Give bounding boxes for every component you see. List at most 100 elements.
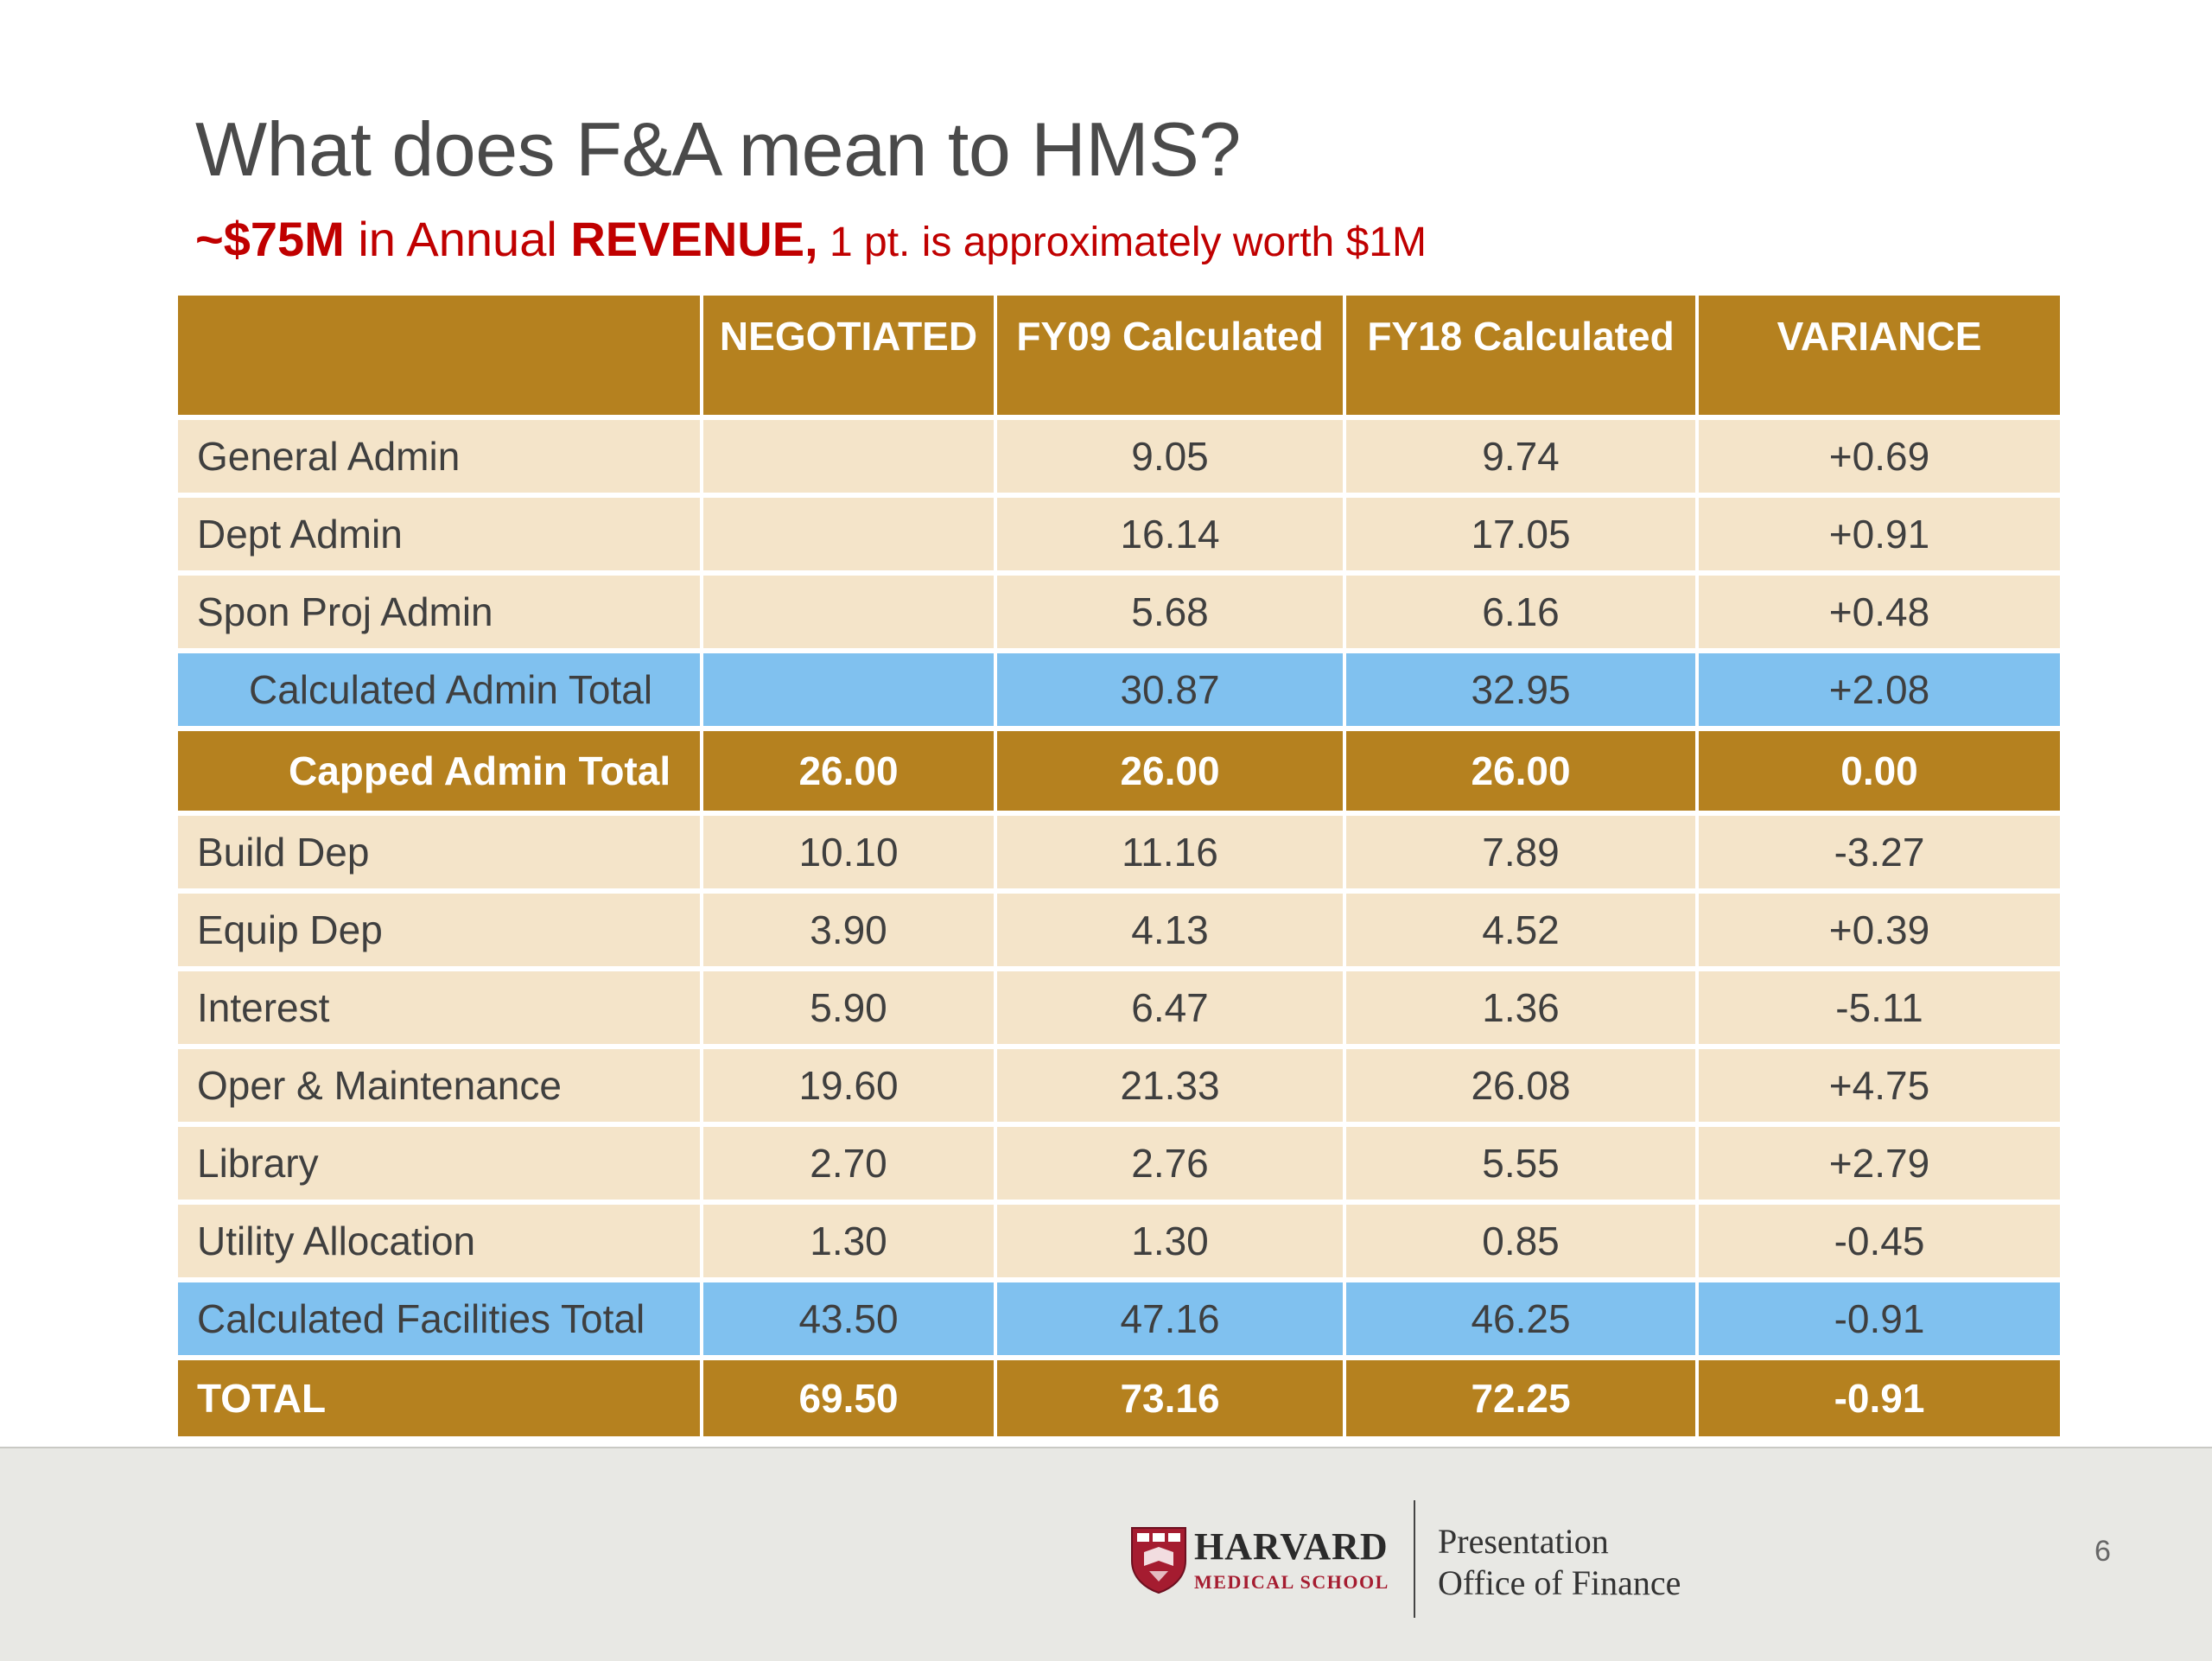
- footer: HARVARD MEDICAL SCHOOL Presentation Offi…: [0, 1447, 2212, 1661]
- table-cell: 2.70: [703, 1127, 994, 1200]
- column-header: NEGOTIATED: [703, 296, 994, 415]
- table-cell: 69.50: [703, 1360, 994, 1436]
- table-row: Equip Dep 3.90 4.13 4.52 +0.39: [178, 894, 2060, 966]
- table-cell: 19.60: [703, 1049, 994, 1122]
- table-cell: 1.36: [1346, 971, 1695, 1044]
- row-label: Dept Admin: [178, 498, 700, 570]
- row-label: Library: [178, 1127, 700, 1200]
- table-cell: -0.91: [1699, 1360, 2060, 1436]
- table-cell: 30.87: [997, 653, 1343, 726]
- table-cell: +2.79: [1699, 1127, 2060, 1200]
- table-cell: 10.10: [703, 816, 994, 888]
- table-cell: 16.14: [997, 498, 1343, 570]
- table-row: Library 2.70 2.76 5.55 +2.79: [178, 1127, 2060, 1200]
- table-cell: [703, 653, 994, 726]
- row-label: Equip Dep: [178, 894, 700, 966]
- table-cell: 6.47: [997, 971, 1343, 1044]
- table-row: Interest 5.90 6.47 1.36 -5.11: [178, 971, 2060, 1044]
- table-cell: -0.45: [1699, 1205, 2060, 1277]
- fa-rates-table: NEGOTIATED FY09 Calculated FY18 Calculat…: [175, 290, 2063, 1441]
- row-label: Interest: [178, 971, 700, 1044]
- subtitle-note: 1 pt. is approximately worth $1M: [817, 220, 1427, 265]
- table-cell: 0.00: [1699, 731, 2060, 811]
- table-cell: +0.69: [1699, 420, 2060, 493]
- table-cell: 47.16: [997, 1282, 1343, 1355]
- table-cell: 17.05: [1346, 498, 1695, 570]
- table-row: Capped Admin Total 26.00 26.00 26.00 0.00: [178, 731, 2060, 811]
- page-number: 6: [2094, 1535, 2111, 1568]
- table-row: Oper & Maintenance 19.60 21.33 26.08 +4.75: [178, 1049, 2060, 1122]
- table-cell: 1.30: [997, 1205, 1343, 1277]
- department-label: Presentation Office of Finance: [1438, 1521, 1681, 1604]
- table-row: Build Dep 10.10 11.16 7.89 -3.27: [178, 816, 2060, 888]
- subtitle-revenue: REVENUE,: [570, 212, 818, 266]
- table-cell: 7.89: [1346, 816, 1695, 888]
- table-cell: 11.16: [997, 816, 1343, 888]
- row-label: Oper & Maintenance: [178, 1049, 700, 1122]
- row-label: Capped Admin Total: [178, 731, 700, 811]
- table-row: Utility Allocation 1.30 1.30 0.85 -0.45: [178, 1205, 2060, 1277]
- row-label: TOTAL: [178, 1360, 700, 1436]
- column-header: [178, 296, 700, 415]
- table-row: Dept Admin 16.14 17.05 +0.91: [178, 498, 2060, 570]
- table-cell: -0.91: [1699, 1282, 2060, 1355]
- dept-line-2: Office of Finance: [1438, 1563, 1681, 1602]
- table-row: Calculated Admin Total 30.87 32.95 +2.08: [178, 653, 2060, 726]
- table-cell: 26.00: [1346, 731, 1695, 811]
- table-cell: 4.13: [997, 894, 1343, 966]
- table-cell: [703, 420, 994, 493]
- table-cell: +0.39: [1699, 894, 2060, 966]
- table-cell: +4.75: [1699, 1049, 2060, 1122]
- column-header: FY09 Calculated: [997, 296, 1343, 415]
- page-title: What does F&A mean to HMS?: [195, 106, 1241, 192]
- table-cell: 3.90: [703, 894, 994, 966]
- row-label: Calculated Facilities Total: [178, 1282, 700, 1355]
- footer-divider: [1414, 1500, 1415, 1618]
- logo-text: HARVARD MEDICAL SCHOOL: [1194, 1528, 1389, 1594]
- logo-harvard: HARVARD: [1194, 1525, 1389, 1568]
- table-row: Spon Proj Admin 5.68 6.16 +0.48: [178, 576, 2060, 648]
- subtitle: ~$75M in Annual REVENUE, 1 pt. is approx…: [195, 211, 1427, 267]
- table-cell: 9.05: [997, 420, 1343, 493]
- table-header-row: NEGOTIATED FY09 Calculated FY18 Calculat…: [178, 296, 2060, 415]
- table-cell: 5.90: [703, 971, 994, 1044]
- table-cell: 9.74: [1346, 420, 1695, 493]
- row-label: Build Dep: [178, 816, 700, 888]
- table-row: Calculated Facilities Total 43.50 47.16 46.…: [178, 1282, 2060, 1355]
- table-row: TOTAL 69.50 73.16 72.25 -0.91: [178, 1360, 2060, 1436]
- table-cell: +2.08: [1699, 653, 2060, 726]
- column-header: VARIANCE: [1699, 296, 2060, 415]
- table-cell: -3.27: [1699, 816, 2060, 888]
- table-cell: 46.25: [1346, 1282, 1695, 1355]
- table-cell: 6.16: [1346, 576, 1695, 648]
- table-cell: -5.11: [1699, 971, 2060, 1044]
- table-body: General Admin 9.05 9.74 +0.69 Dept Admin 16.1…: [178, 420, 2060, 1436]
- logo-medical-school: MEDICAL SCHOOL: [1194, 1571, 1389, 1593]
- table-cell: 4.52: [1346, 894, 1695, 966]
- subtitle-mid: in Annual: [344, 212, 571, 266]
- table-cell: 5.55: [1346, 1127, 1695, 1200]
- row-label: General Admin: [178, 420, 700, 493]
- table-cell: [703, 498, 994, 570]
- table-cell: 73.16: [997, 1360, 1343, 1436]
- harvard-shield-icon: [1131, 1527, 1186, 1594]
- row-label: Utility Allocation: [178, 1205, 700, 1277]
- table-cell: 5.68: [997, 576, 1343, 648]
- subtitle-amount: ~$75M: [195, 212, 345, 266]
- row-label: Spon Proj Admin: [178, 576, 700, 648]
- table-cell: 21.33: [997, 1049, 1343, 1122]
- table-cell: +0.48: [1699, 576, 2060, 648]
- table-cell: 72.25: [1346, 1360, 1695, 1436]
- table-cell: +0.91: [1699, 498, 2060, 570]
- table-cell: [703, 576, 994, 648]
- table-cell: 0.85: [1346, 1205, 1695, 1277]
- table-cell: 32.95: [1346, 653, 1695, 726]
- column-header: FY18 Calculated: [1346, 296, 1695, 415]
- table-cell: 43.50: [703, 1282, 994, 1355]
- dept-line-1: Presentation: [1438, 1522, 1609, 1561]
- table-cell: 26.00: [703, 731, 994, 811]
- row-label: Calculated Admin Total: [178, 653, 700, 726]
- table-cell: 26.08: [1346, 1049, 1695, 1122]
- table-cell: 26.00: [997, 731, 1343, 811]
- table-cell: 1.30: [703, 1205, 994, 1277]
